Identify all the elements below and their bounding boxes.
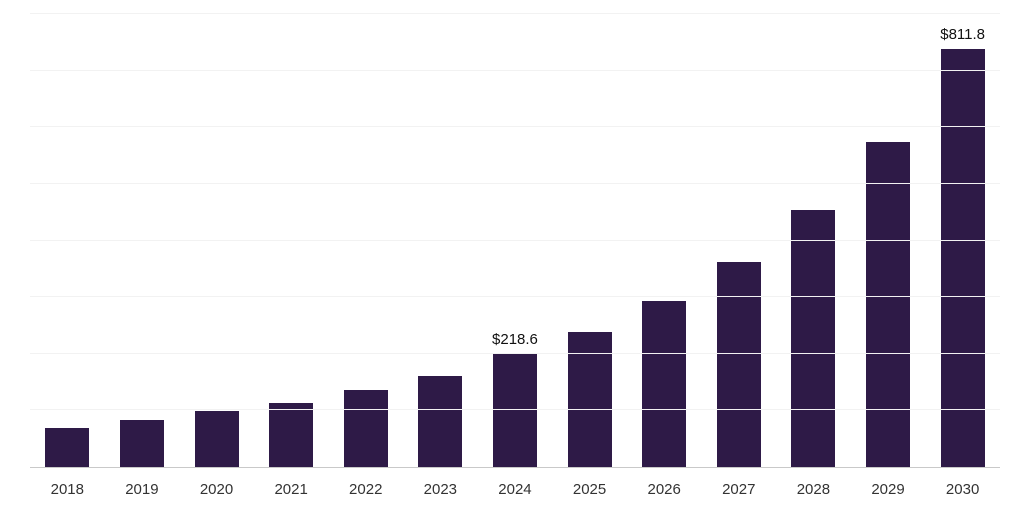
x-tick-label-2021: 2021 xyxy=(274,481,308,498)
bars-row: $218.6 $811.8 xyxy=(30,14,1000,467)
gridline xyxy=(30,69,1000,71)
x-axis: 2018 2019 2020 2021 2022 2023 2024 2025 2026 2027… xyxy=(30,468,1000,498)
gridline xyxy=(30,409,1000,411)
bar-column-2025 xyxy=(552,14,627,467)
bar-2018 xyxy=(45,427,90,467)
x-tick-label-2028: 2028 xyxy=(796,481,831,498)
bar-column-2022 xyxy=(328,14,403,467)
x-tick-label-2022: 2022 xyxy=(349,481,383,498)
gridline xyxy=(30,352,1000,354)
bar-2027 xyxy=(716,262,761,467)
gridline xyxy=(30,182,1000,184)
bar-2026 xyxy=(642,301,687,467)
gridline xyxy=(30,296,1000,298)
bar-column-2029 xyxy=(851,14,926,467)
gridline xyxy=(30,239,1000,241)
bar-column-2018 xyxy=(30,14,105,467)
x-tick-label-2025: 2025 xyxy=(572,481,607,498)
bar-column-2024: $218.6 xyxy=(478,14,553,467)
gridline xyxy=(30,126,1000,128)
x-tick-label-2023: 2023 xyxy=(423,481,458,498)
x-tick-label-2026: 2026 xyxy=(647,481,681,498)
bar-value-label-2024: $218.6 xyxy=(492,331,538,349)
bar-2025 xyxy=(567,332,612,467)
bar-2020 xyxy=(194,411,239,467)
x-tick-label-2030: 2030 xyxy=(945,481,980,498)
x-tick-label-2024: 2024 xyxy=(498,481,532,498)
bar-2030 xyxy=(940,49,985,467)
bar-column-2027 xyxy=(701,14,776,467)
bar-column-2026 xyxy=(627,14,702,467)
x-tick-label-2027: 2027 xyxy=(722,481,756,498)
x-tick-label-2019: 2019 xyxy=(125,481,159,498)
bar-2028 xyxy=(791,210,836,467)
bar-2021 xyxy=(269,403,314,467)
bar-2023 xyxy=(418,376,463,467)
bar-2022 xyxy=(343,390,388,467)
gridline xyxy=(30,13,1000,14)
plot-area: $218.6 $811.8 xyxy=(30,13,1000,468)
x-tick-label-2029: 2029 xyxy=(871,481,905,498)
bar-2029 xyxy=(866,141,910,467)
bar-2024 xyxy=(492,354,537,467)
bar-column-2030: $811.8 xyxy=(925,14,1000,467)
bar-2019 xyxy=(119,420,164,467)
x-tick-label-2018: 2018 xyxy=(50,481,84,498)
bar-value-label-2030: $811.8 xyxy=(940,26,985,44)
bar-column-2019 xyxy=(105,14,180,467)
x-tick-label-2020: 2020 xyxy=(199,481,234,498)
bar-column-2028 xyxy=(776,14,851,467)
bar-column-2020 xyxy=(179,14,254,467)
bar-column-2021 xyxy=(254,14,329,467)
bar-column-2023 xyxy=(403,14,478,467)
